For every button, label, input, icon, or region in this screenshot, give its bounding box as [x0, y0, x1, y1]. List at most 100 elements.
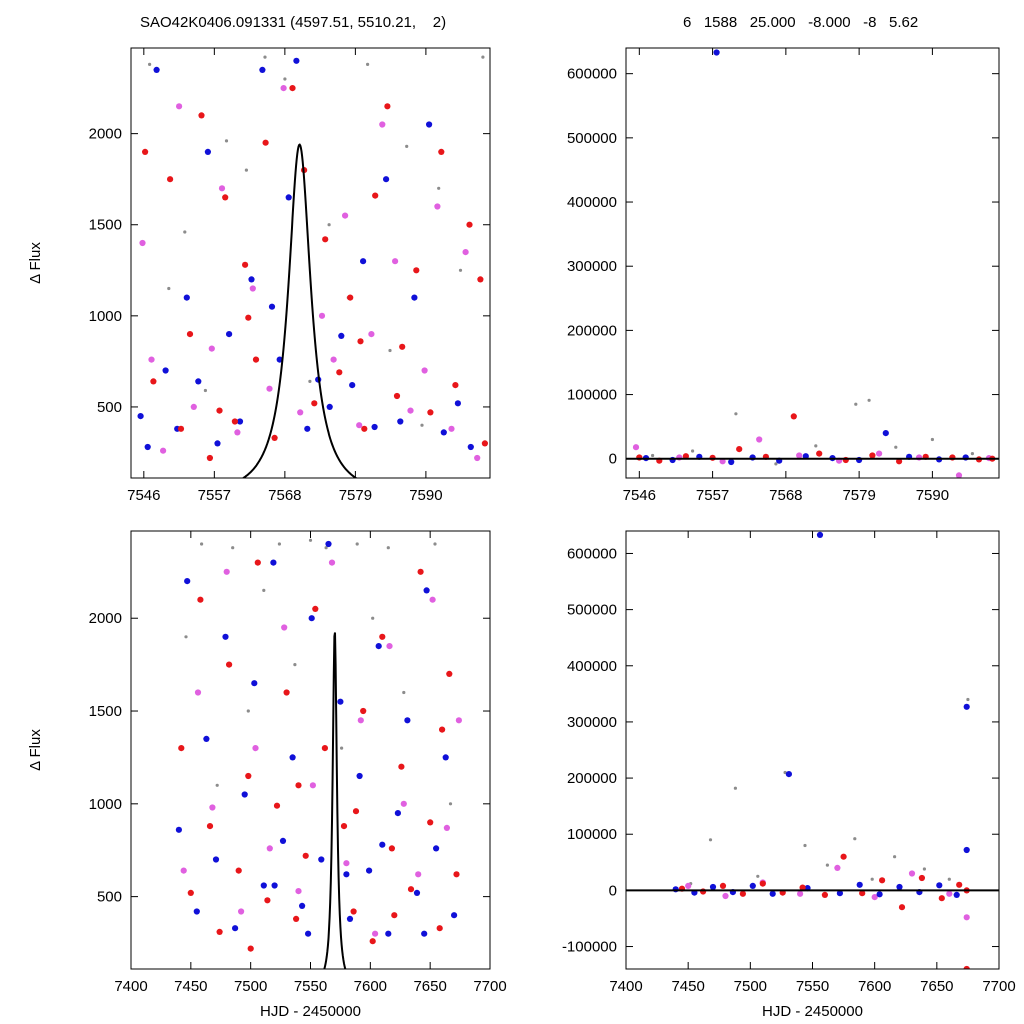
data-point-magenta — [139, 239, 146, 247]
x-tick-label: 7500 — [234, 978, 267, 995]
data-point-blue — [214, 440, 221, 447]
data-point-red — [347, 294, 354, 301]
y-tick-label: 0 — [609, 882, 617, 899]
data-point-red — [235, 867, 242, 874]
data-point-red — [821, 891, 829, 899]
x-tick-label: 7650 — [920, 978, 953, 995]
data-point-red — [322, 236, 329, 243]
data-point-gray — [853, 837, 857, 841]
x-axis-label: HJD - 2450000 — [762, 1003, 863, 1020]
data-point-magenta — [379, 121, 386, 128]
data-point-blue — [343, 871, 350, 878]
y-tick-label: 600000 — [567, 545, 617, 562]
data-point-red — [312, 605, 319, 613]
data-point-blue — [251, 680, 258, 687]
data-point-gray — [405, 144, 409, 148]
data-point-gray — [814, 444, 818, 448]
data-point-blue — [785, 771, 793, 778]
data-point-red — [321, 745, 328, 752]
data-point-red — [177, 425, 185, 432]
data-point-blue — [836, 890, 844, 897]
data-point-gray — [200, 542, 204, 546]
data-point-gray — [184, 635, 188, 639]
data-point-magenta — [796, 452, 803, 459]
x-tick-label: 7557 — [696, 487, 729, 504]
y-tick-label: 100000 — [567, 387, 617, 404]
data-point-gray — [825, 863, 830, 867]
data-point-blue — [360, 258, 367, 265]
x-tick-label: 7590 — [916, 487, 949, 504]
data-point-blue — [366, 867, 373, 874]
data-point-red — [391, 912, 398, 919]
y-axis-label: Δ Flux — [27, 729, 44, 771]
data-point-gray — [893, 855, 897, 859]
data-point-gray — [402, 690, 406, 695]
data-point-blue — [175, 826, 182, 833]
y-tick-label: 400000 — [567, 194, 617, 211]
data-point-red — [198, 112, 205, 119]
data-point-blue — [184, 578, 191, 585]
data-point-red — [340, 823, 348, 830]
data-point-magenta — [356, 422, 363, 429]
data-point-gray — [231, 546, 235, 550]
data-point-blue — [271, 882, 278, 889]
data-point-gray — [651, 453, 655, 458]
y-tick-label: 500 — [97, 399, 122, 416]
model-curve — [241, 143, 358, 478]
data-point-gray — [308, 379, 312, 383]
data-point-magenta — [280, 85, 287, 92]
data-point-red — [302, 852, 309, 859]
data-point-blue — [936, 882, 943, 889]
data-point-blue — [285, 194, 292, 201]
data-point-blue — [338, 332, 345, 339]
data-point-gray — [783, 770, 787, 775]
data-point-blue — [137, 413, 144, 420]
data-point-gray — [894, 445, 898, 449]
x-tick-label: 7546 — [623, 487, 656, 504]
data-point-red — [446, 670, 453, 678]
data-point-red — [427, 819, 434, 826]
data-point-blue — [318, 856, 325, 863]
panel-bottom-left: 7400 7450 7500 7550 7600 7650 7700 500 1000 1500 2… — [27, 530, 507, 1020]
data-point-red — [271, 434, 278, 441]
data-point-magenta — [328, 559, 336, 566]
data-point-blue — [212, 856, 220, 863]
data-point-gray — [246, 709, 250, 713]
y-tick-label: 1000 — [89, 308, 122, 325]
data-point-gray — [327, 223, 331, 227]
data-point-red — [384, 103, 391, 110]
y-tick-label: 1500 — [89, 217, 122, 234]
data-point-blue — [749, 882, 756, 890]
data-point-magenta — [474, 454, 481, 462]
data-point-gray — [388, 348, 392, 353]
data-point-red — [369, 938, 376, 945]
data-point-gray — [733, 786, 738, 790]
y-axis-label: Δ Flux — [27, 242, 44, 284]
data-point-blue — [268, 303, 276, 310]
data-point-magenta — [330, 356, 337, 363]
data-point-magenta — [342, 212, 349, 219]
x-axis-label: HJD - 2450000 — [260, 1003, 361, 1020]
data-point-blue — [279, 837, 287, 845]
data-point-red — [739, 890, 747, 897]
data-point-gray — [930, 437, 935, 442]
data-point-red — [357, 338, 364, 345]
data-point-red — [372, 192, 379, 199]
x-tick-label: 7450 — [671, 978, 704, 995]
data-point-red — [759, 880, 766, 887]
data-point-red — [700, 888, 707, 895]
data-point-blue — [896, 883, 903, 891]
data-point-magenta — [946, 890, 953, 897]
data-point-red — [206, 823, 214, 830]
data-point-gray — [283, 77, 287, 81]
plot-frame — [625, 47, 1000, 479]
data-point-magenta — [343, 860, 350, 867]
data-point-gray — [854, 402, 858, 406]
data-point-blue — [346, 915, 354, 923]
data-point-blue — [349, 382, 356, 389]
data-point-magenta — [318, 312, 326, 319]
data-point-red — [187, 889, 194, 897]
data-point-magenta — [632, 444, 640, 451]
data-point-red — [840, 853, 847, 860]
plot-frame — [130, 47, 491, 479]
